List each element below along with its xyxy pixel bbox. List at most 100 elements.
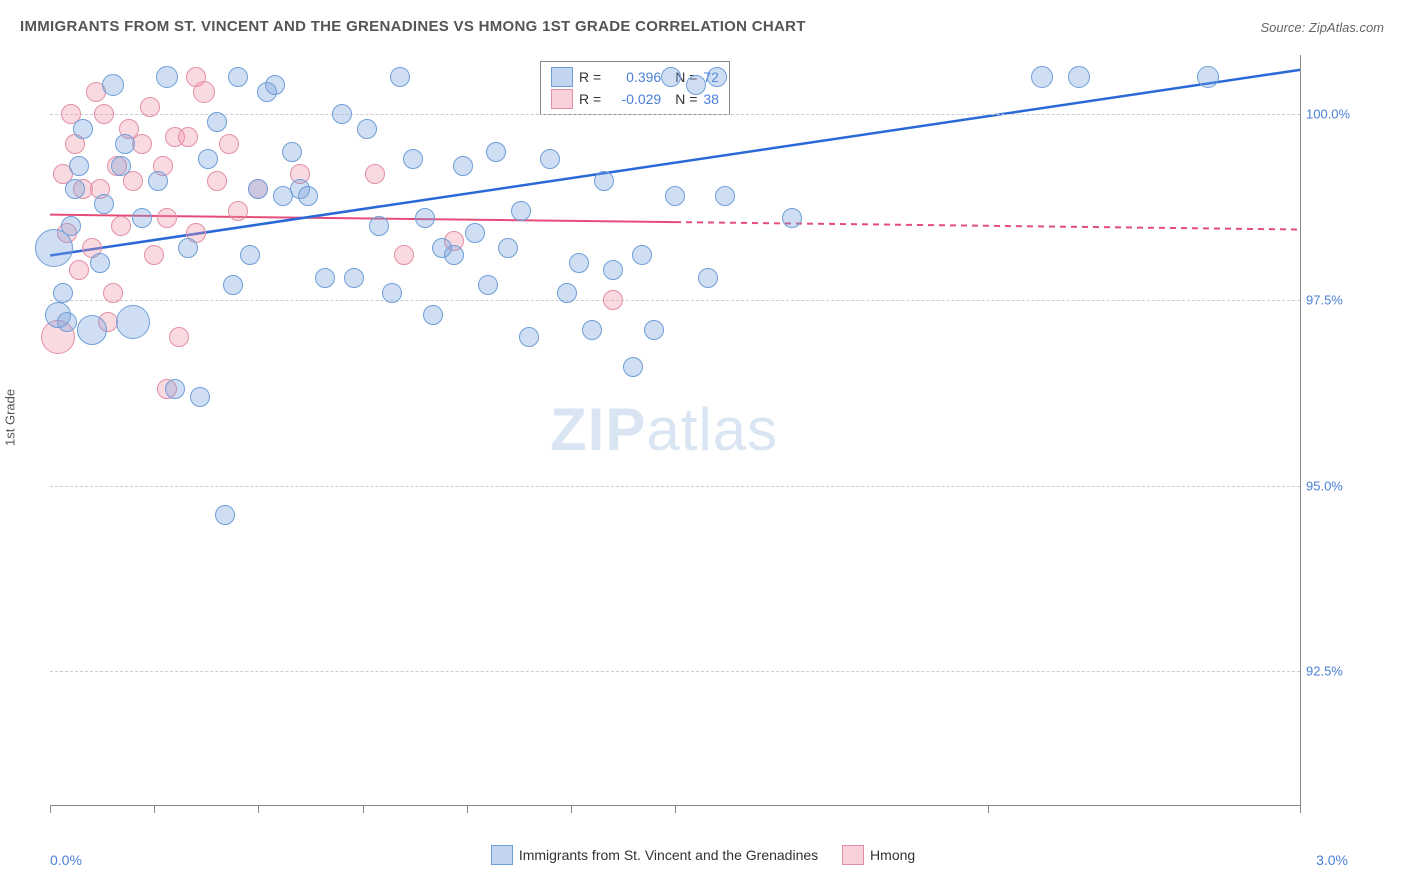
scatter-point <box>686 75 706 95</box>
watermark-zip: ZIP <box>550 396 646 463</box>
legend-swatch-a <box>551 67 573 87</box>
scatter-point <box>178 127 198 147</box>
scatter-point <box>603 290 623 310</box>
scatter-point <box>603 260 623 280</box>
scatter-point <box>215 505 235 525</box>
y-axis-label: 1st Grade <box>3 389 18 446</box>
scatter-point <box>65 179 85 199</box>
scatter-point <box>219 134 239 154</box>
x-tick <box>363 805 364 813</box>
scatter-point <box>140 97 160 117</box>
scatter-point <box>357 119 377 139</box>
scatter-point <box>53 283 73 303</box>
scatter-point <box>178 238 198 258</box>
scatter-point <box>365 164 385 184</box>
scatter-point <box>382 283 402 303</box>
scatter-point <box>207 112 227 132</box>
x-tick <box>467 805 468 813</box>
scatter-point <box>248 179 268 199</box>
scatter-point <box>94 194 114 214</box>
scatter-point <box>332 104 352 124</box>
x-tick <box>50 805 51 813</box>
scatter-point <box>116 305 150 339</box>
r-value-b: -0.029 <box>607 91 661 107</box>
scatter-point <box>257 82 277 102</box>
scatter-point <box>207 171 227 191</box>
scatter-point <box>165 379 185 399</box>
y-tick-label: 92.5% <box>1306 664 1356 679</box>
scatter-point <box>344 268 364 288</box>
gridline <box>50 486 1300 487</box>
x-tick <box>154 805 155 813</box>
x-tick <box>1300 805 1301 813</box>
source-attribution: Source: ZipAtlas.com <box>1260 20 1384 35</box>
y-tick-label: 100.0% <box>1306 107 1356 122</box>
scatter-point <box>102 74 124 96</box>
n-value-b: 38 <box>703 91 719 107</box>
r-value-a: 0.396 <box>607 69 661 85</box>
scatter-point <box>69 156 89 176</box>
scatter-point <box>569 253 589 273</box>
r-label: R = <box>579 91 601 107</box>
scatter-point <box>157 208 177 228</box>
chart-title: IMMIGRANTS FROM ST. VINCENT AND THE GREN… <box>20 18 806 35</box>
series-legend: Immigrants from St. Vincent and the Gren… <box>0 845 1406 868</box>
scatter-point <box>228 201 248 221</box>
y-tick-label: 95.0% <box>1306 478 1356 493</box>
plot-area: ZIPatlas R = 0.396 N = 72 R = -0.029 N =… <box>50 55 1301 806</box>
scatter-point <box>45 302 71 328</box>
watermark-atlas: atlas <box>646 396 778 463</box>
scatter-point <box>478 275 498 295</box>
gridline <box>50 114 1300 115</box>
scatter-point <box>1197 66 1219 88</box>
scatter-point <box>498 238 518 258</box>
scatter-point <box>1031 66 1053 88</box>
scatter-point <box>94 104 114 124</box>
scatter-point <box>156 66 178 88</box>
x-tick <box>675 805 676 813</box>
scatter-point <box>144 245 164 265</box>
scatter-point <box>665 186 685 206</box>
scatter-point <box>69 260 89 280</box>
scatter-point <box>707 67 727 87</box>
scatter-point <box>61 216 81 236</box>
scatter-point <box>369 216 389 236</box>
scatter-point <box>148 171 168 191</box>
scatter-point <box>486 142 506 162</box>
scatter-point <box>444 245 464 265</box>
scatter-point <box>228 67 248 87</box>
scatter-point <box>623 357 643 377</box>
legend-swatch-a <box>491 845 513 865</box>
scatter-point <box>1068 66 1090 88</box>
legend-swatch-b <box>551 89 573 109</box>
legend-swatch-b <box>842 845 864 865</box>
scatter-point <box>223 275 243 295</box>
scatter-point <box>315 268 335 288</box>
scatter-point <box>423 305 443 325</box>
scatter-point <box>169 327 189 347</box>
scatter-point <box>390 67 410 87</box>
scatter-point <box>557 283 577 303</box>
scatter-point <box>582 320 602 340</box>
legend-label-b: Hmong <box>870 847 915 863</box>
legend-item-b: Hmong <box>842 845 915 865</box>
scatter-point <box>111 156 131 176</box>
scatter-point <box>240 245 260 265</box>
scatter-point <box>415 208 435 228</box>
scatter-point <box>77 315 107 345</box>
legend-item-a: Immigrants from St. Vincent and the Gren… <box>491 845 818 865</box>
scatter-point <box>111 216 131 236</box>
scatter-point <box>698 268 718 288</box>
scatter-point <box>511 201 531 221</box>
scatter-point <box>198 149 218 169</box>
gridline <box>50 300 1300 301</box>
y-tick-label: 97.5% <box>1306 293 1356 308</box>
legend-label-a: Immigrants from St. Vincent and the Gren… <box>519 847 818 863</box>
scatter-point <box>519 327 539 347</box>
scatter-point <box>394 245 414 265</box>
scatter-point <box>115 134 135 154</box>
x-tick <box>571 805 572 813</box>
scatter-point <box>103 283 123 303</box>
scatter-point <box>282 142 302 162</box>
scatter-point <box>132 208 152 228</box>
